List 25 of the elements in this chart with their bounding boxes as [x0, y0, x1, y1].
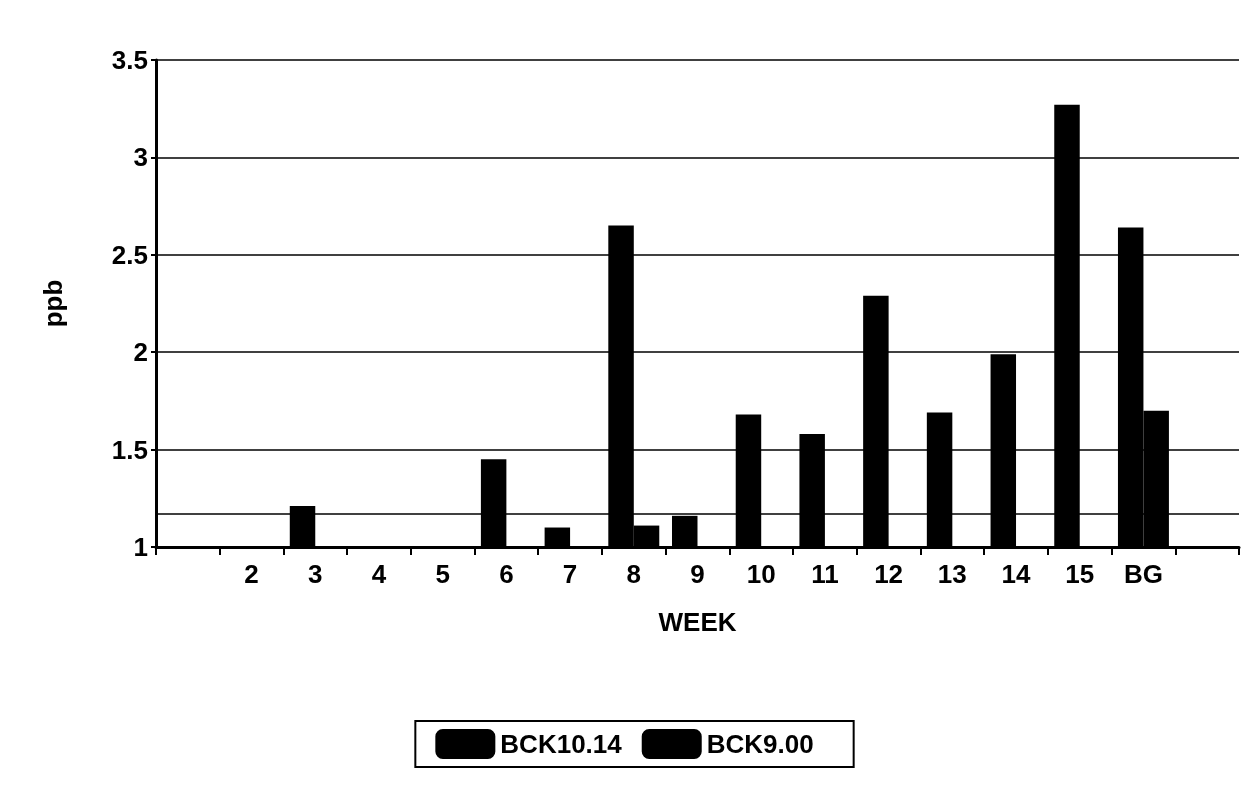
y-tick-label: 2.5 [111, 239, 148, 270]
y-tick-label: 1 [133, 532, 148, 562]
x-tick-label: 13 [937, 559, 967, 589]
y-tick-label: 3 [133, 142, 148, 173]
x-tick-label: 10 [746, 559, 776, 589]
y-tick-label: 3.5 [111, 45, 148, 75]
x-tick-label: 3 [308, 559, 323, 589]
x-tick-label: 9 [690, 559, 705, 589]
y-tick-label: 1.5 [111, 434, 148, 465]
x-tick-label: 12 [874, 559, 904, 589]
legend-label: BCK10.14 [500, 729, 623, 759]
x-tick-label: 2 [244, 559, 259, 589]
x-tick-label: BG [1123, 559, 1163, 589]
y-axis-title: ppb [38, 279, 68, 328]
y-tick-label: 2 [133, 337, 148, 368]
x-tick-label: 6 [499, 559, 514, 589]
x-tick-label: 4 [371, 559, 387, 589]
x-tick-label: 7 [562, 559, 578, 589]
x-tick-label: 14 [1001, 559, 1032, 589]
legend-label: BCK9.00 [706, 729, 814, 759]
x-tick-label: 15 [1065, 559, 1095, 589]
x-axis-title: WEEK [658, 607, 737, 637]
x-tick-label: 8 [626, 559, 642, 589]
x-tick-label: 5 [435, 559, 450, 589]
x-tick-label: 11 [811, 559, 839, 589]
